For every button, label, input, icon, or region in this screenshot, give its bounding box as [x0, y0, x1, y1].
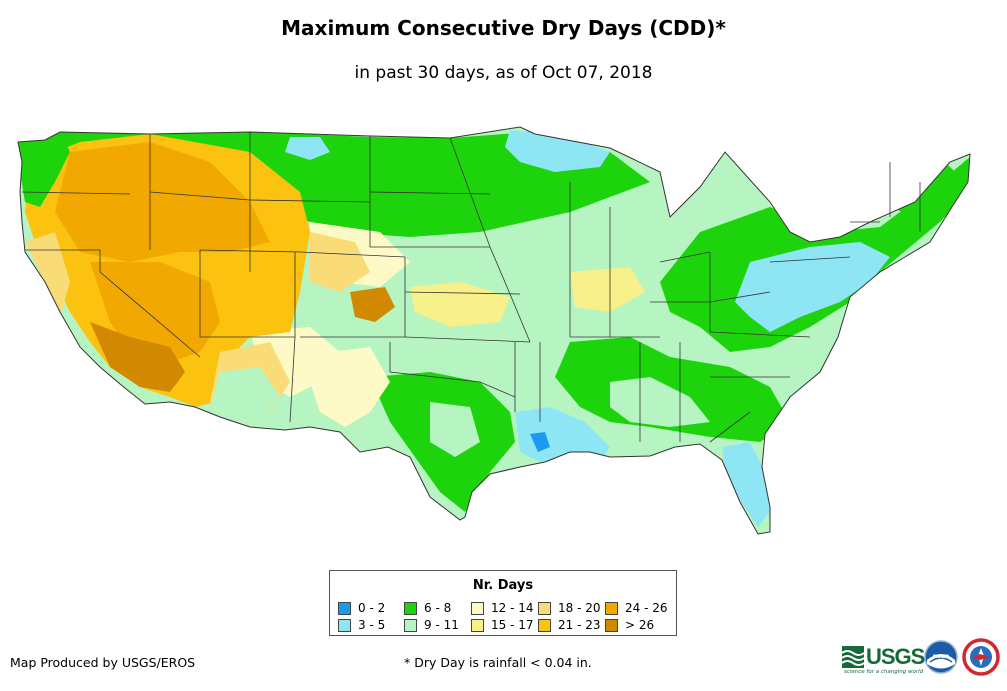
legend-item-12-14: 12 - 14 — [471, 601, 534, 615]
legend-item-6-8: 6 - 8 — [404, 601, 451, 615]
legend-label: 9 - 11 — [424, 618, 459, 632]
legend-swatch — [404, 618, 417, 632]
noaa-wordmark: noaa — [933, 653, 950, 660]
legend-swatch — [605, 601, 618, 615]
legend-swatch — [338, 601, 351, 615]
cdd-map — [17, 126, 971, 535]
legend-item-9-11: 9 - 11 — [404, 618, 459, 632]
precip-field — [18, 127, 970, 534]
legend-swatch — [338, 618, 351, 632]
legend-label: 24 - 26 — [625, 601, 668, 615]
legend-item-21-23: 21 - 23 — [538, 618, 601, 632]
legend-label: 6 - 8 — [424, 601, 452, 615]
legend-label: 15 - 17 — [491, 618, 534, 632]
noaa-logo: noaa — [924, 640, 958, 674]
dry-day-footnote: * Dry Day is rainfall < 0.04 in. — [404, 655, 592, 670]
legend-item-0-2: 0 - 2 — [338, 601, 385, 615]
usgs-tagline: science for a changing world — [844, 669, 924, 675]
map-credit: Map Produced by USGS/EROS — [10, 655, 196, 670]
usgs-wordmark: USGS — [866, 644, 925, 669]
legend-item-over-26: > 26 — [605, 618, 654, 632]
legend-swatch — [538, 601, 551, 615]
legend-item-3-5: 3 - 5 — [338, 618, 385, 632]
legend-title: Nr. Days — [472, 578, 534, 593]
legend-label: 12 - 14 — [491, 601, 534, 615]
legend-item-18-20: 18 - 20 — [538, 601, 601, 615]
legend-swatch — [471, 618, 484, 632]
legend-label: 0 - 2 — [358, 601, 386, 615]
usgs-wave-icon — [842, 646, 864, 668]
legend-label: > 26 — [625, 618, 655, 632]
legend-item-24-26: 24 - 26 — [605, 601, 668, 615]
legend-swatch — [471, 601, 484, 615]
legend-swatch — [404, 601, 417, 615]
usgs-logo: USGS — [842, 644, 925, 670]
map-title: Maximum Consecutive Dry Days (CDD)* — [281, 16, 726, 40]
legend-label: 3 - 5 — [358, 618, 386, 632]
state-borders — [17, 126, 971, 535]
legend: Nr. Days 0 - 2 3 - 5 6 - 8 9 - 11 12 - 1… — [329, 570, 677, 636]
legend-item-15-17: 15 - 17 — [471, 618, 534, 632]
legend-label: 21 - 23 — [558, 618, 601, 632]
legend-swatch — [538, 618, 551, 632]
legend-swatch — [605, 618, 618, 632]
legend-label: 18 - 20 — [558, 601, 601, 615]
nws-logo — [962, 638, 1000, 676]
map-subtitle: in past 30 days, as of Oct 07, 2018 — [354, 63, 653, 83]
